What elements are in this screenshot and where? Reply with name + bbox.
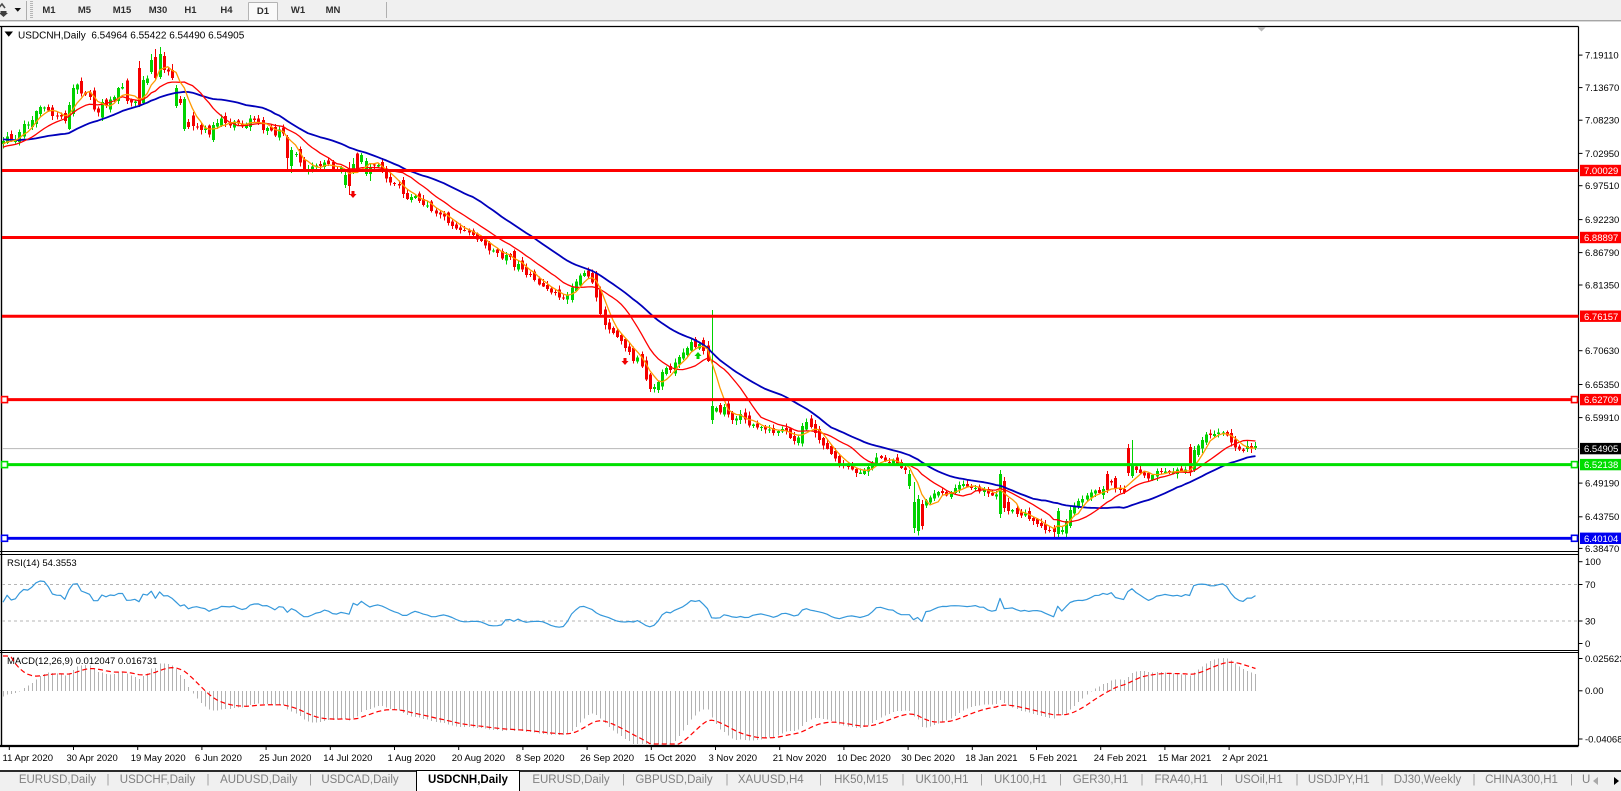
svg-text:7.00029: 7.00029 — [1584, 166, 1618, 177]
svg-text:7.08230: 7.08230 — [1585, 116, 1619, 127]
svg-text:0.025623: 0.025623 — [1585, 654, 1621, 665]
svg-text:18 Jan 2021: 18 Jan 2021 — [965, 753, 1017, 764]
svg-text:3 Nov 2020: 3 Nov 2020 — [709, 753, 758, 764]
svg-text:11 Apr 2020: 11 Apr 2020 — [3, 753, 54, 764]
svg-text:20 Aug 2020: 20 Aug 2020 — [452, 753, 505, 764]
svg-text:6.40104: 6.40104 — [1584, 534, 1618, 545]
svg-text:6.81350: 6.81350 — [1585, 280, 1619, 291]
svg-text:6.59910: 6.59910 — [1585, 413, 1619, 424]
svg-text:15 Mar 2021: 15 Mar 2021 — [1158, 753, 1211, 764]
svg-text:6.86790: 6.86790 — [1585, 248, 1619, 259]
svg-text:25 Jun 2020: 25 Jun 2020 — [259, 753, 311, 764]
svg-text:1 Aug 2020: 1 Aug 2020 — [388, 753, 436, 764]
svg-text:15 Oct 2020: 15 Oct 2020 — [644, 753, 696, 764]
svg-text:6.52138: 6.52138 — [1584, 460, 1618, 471]
svg-text:6.43750: 6.43750 — [1585, 512, 1619, 523]
svg-text:0.00: 0.00 — [1585, 686, 1604, 697]
svg-text:7.02950: 7.02950 — [1585, 149, 1619, 160]
svg-text:6.62709: 6.62709 — [1584, 395, 1618, 406]
svg-text:10 Dec 2020: 10 Dec 2020 — [837, 753, 891, 764]
svg-text:100: 100 — [1585, 557, 1601, 568]
svg-text:RSI(14) 54.3553: RSI(14) 54.3553 — [7, 558, 77, 569]
svg-text:19 May 2020: 19 May 2020 — [131, 753, 186, 764]
svg-text:21 Nov 2020: 21 Nov 2020 — [773, 753, 827, 764]
svg-text:30: 30 — [1585, 616, 1596, 627]
svg-text:30 Apr 2020: 30 Apr 2020 — [67, 753, 118, 764]
svg-text:USDCNH,Daily 6.54964 6.55422: USDCNH,Daily 6.54964 6.55422 6.54490 6.5… — [18, 31, 245, 42]
svg-text:70: 70 — [1585, 580, 1596, 591]
svg-text:6.70630: 6.70630 — [1585, 346, 1619, 357]
svg-text:MACD(12,26,9) 0.012047 0.01673: MACD(12,26,9) 0.012047 0.016731 — [7, 656, 158, 667]
svg-text:6.92230: 6.92230 — [1585, 215, 1619, 226]
svg-text:26 Sep 2020: 26 Sep 2020 — [580, 753, 634, 764]
svg-text:7.19110: 7.19110 — [1585, 51, 1619, 62]
svg-text:6.65350: 6.65350 — [1585, 380, 1619, 391]
svg-text:6.88897: 6.88897 — [1584, 233, 1618, 244]
svg-text:14 Jul 2020: 14 Jul 2020 — [323, 753, 372, 764]
svg-text:-0.040687: -0.040687 — [1585, 734, 1621, 745]
svg-text:6.54905: 6.54905 — [1584, 444, 1618, 455]
svg-text:5 Feb 2021: 5 Feb 2021 — [1030, 753, 1078, 764]
svg-text:6 Jun 2020: 6 Jun 2020 — [195, 753, 242, 764]
svg-text:7.13670: 7.13670 — [1585, 83, 1619, 94]
svg-text:6.76157: 6.76157 — [1584, 312, 1618, 323]
svg-text:6.97510: 6.97510 — [1585, 181, 1619, 192]
svg-text:24 Feb 2021: 24 Feb 2021 — [1094, 753, 1147, 764]
svg-text:6.38470: 6.38470 — [1585, 544, 1619, 555]
svg-text:0: 0 — [1585, 639, 1590, 650]
svg-text:8 Sep 2020: 8 Sep 2020 — [516, 753, 565, 764]
svg-text:30 Dec 2020: 30 Dec 2020 — [901, 753, 955, 764]
svg-text:6.49190: 6.49190 — [1585, 479, 1619, 490]
svg-text:2 Apr 2021: 2 Apr 2021 — [1222, 753, 1268, 764]
